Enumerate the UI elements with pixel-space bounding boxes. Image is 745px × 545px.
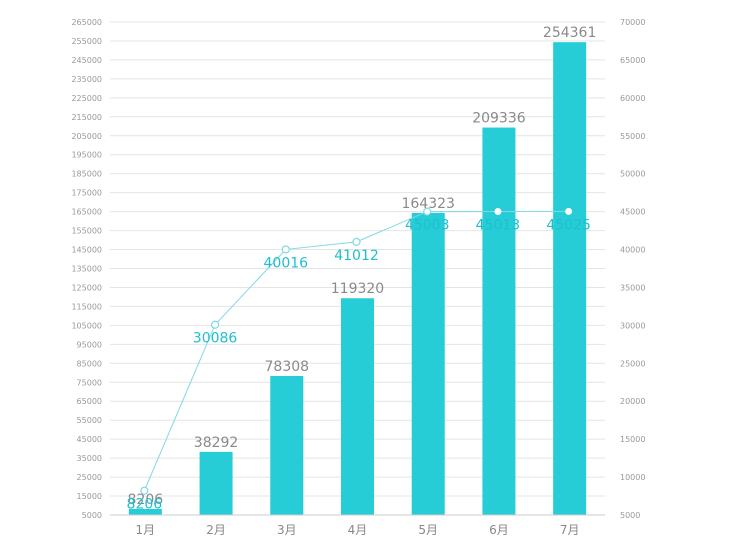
left-y-tick-label: 65000	[77, 397, 102, 406]
left-y-tick-label: 15000	[77, 492, 102, 501]
right-y-tick-label: 10000	[620, 473, 645, 482]
left-y-tick-label: 75000	[77, 378, 102, 387]
line-series: 8206 30086 40016 41012 45003 45013 45025	[127, 207, 591, 513]
right-y-tick-label: 65000	[620, 56, 645, 65]
left-y-tick-label: 215000	[71, 113, 102, 122]
gridlines	[110, 21, 605, 516]
right-y-tick-label: 45000	[620, 208, 645, 217]
left-y-tick-label: 125000	[71, 283, 102, 292]
left-y-tick-label: 255000	[71, 37, 102, 46]
line-point	[565, 207, 573, 215]
right-y-axis: 5000 10000 15000 20000 25000 30000 35000 40000 4…	[620, 18, 645, 520]
x-tick-label: 4月	[348, 523, 368, 537]
left-y-tick-label: 265000	[71, 18, 102, 27]
line-point	[140, 486, 149, 495]
left-y-tick-label: 35000	[77, 454, 102, 463]
bar	[341, 298, 374, 515]
bar	[199, 451, 233, 515]
left-y-tick-label: 205000	[71, 132, 102, 141]
x-axis: 1月 2月 3月 4月 5月 6月 7月	[110, 514, 605, 537]
left-y-axis: 5000 15000 25000 35000 45000 55000 65000 75000 8…	[71, 18, 102, 520]
x-tick-label: 1月	[136, 523, 156, 537]
left-y-tick-label: 245000	[71, 56, 102, 65]
bar-value-label: 164323	[401, 196, 454, 212]
right-y-tick-label: 60000	[620, 94, 645, 103]
x-tick-label: 3月	[277, 523, 297, 537]
left-y-tick-label: 165000	[71, 208, 102, 217]
bar-value-label: 78308	[265, 359, 310, 375]
left-y-tick-label: 175000	[71, 189, 102, 198]
line-point	[352, 237, 361, 246]
line-point	[423, 207, 432, 216]
x-tick-label: 5月	[418, 523, 438, 537]
right-y-tick-label: 30000	[620, 321, 645, 330]
line-value-label: 45013	[476, 218, 521, 234]
bar-value-label: 119320	[331, 281, 384, 297]
right-y-tick-label: 15000	[620, 435, 645, 444]
line-point	[210, 320, 220, 329]
bar-series: 8206 38292 78308 119320 164323 209336 254361	[128, 25, 596, 515]
bar	[270, 375, 304, 515]
bar	[553, 42, 587, 515]
right-y-tick-label: 50000	[620, 170, 645, 179]
right-y-tick-label: 35000	[620, 283, 645, 292]
right-y-tick-label: 70000	[620, 18, 645, 27]
bar	[128, 508, 162, 515]
left-y-tick-label: 145000	[71, 246, 102, 255]
left-y-tick-label: 135000	[71, 265, 102, 274]
right-y-tick-label: 5000	[620, 511, 640, 520]
line-value-label: 40016	[264, 255, 309, 271]
x-tick-label: 6月	[489, 523, 509, 537]
left-y-tick-label: 155000	[71, 227, 102, 236]
line-value-label: 45003	[405, 218, 450, 234]
line-point	[281, 245, 290, 254]
left-y-tick-label: 235000	[71, 75, 102, 84]
left-y-tick-label: 195000	[71, 151, 102, 160]
bar-value-label: 8206	[128, 492, 164, 508]
bar	[411, 212, 445, 515]
bar	[482, 127, 516, 515]
left-y-tick-label: 115000	[71, 302, 102, 311]
left-y-tick-label: 185000	[71, 170, 102, 179]
right-y-tick-label: 25000	[620, 359, 645, 368]
bar-value-label: 209336	[472, 111, 526, 127]
x-tick-label: 2月	[206, 523, 226, 537]
x-tick-label: 7月	[560, 523, 580, 537]
line-value-label: 45025	[546, 217, 591, 233]
left-y-tick-label: 105000	[71, 321, 102, 330]
line-value-label: 30086	[193, 331, 238, 347]
left-y-tick-label: 225000	[71, 94, 102, 103]
left-y-tick-label: 55000	[77, 416, 102, 425]
right-y-tick-label: 20000	[620, 397, 645, 406]
bar-value-label: 254361	[543, 25, 596, 41]
right-y-tick-label: 55000	[620, 132, 645, 141]
line-value-label: 41012	[334, 248, 379, 264]
bar-value-label: 38292	[194, 435, 239, 451]
left-y-tick-label: 45000	[77, 435, 102, 444]
left-y-tick-label: 25000	[77, 473, 102, 482]
left-y-tick-label: 95000	[77, 340, 102, 349]
left-y-tick-label: 5000	[82, 511, 102, 520]
right-y-tick-label: 40000	[620, 246, 645, 255]
line-value-label: 8206	[127, 497, 163, 513]
line-point	[494, 208, 502, 216]
left-y-tick-label: 85000	[77, 359, 102, 368]
